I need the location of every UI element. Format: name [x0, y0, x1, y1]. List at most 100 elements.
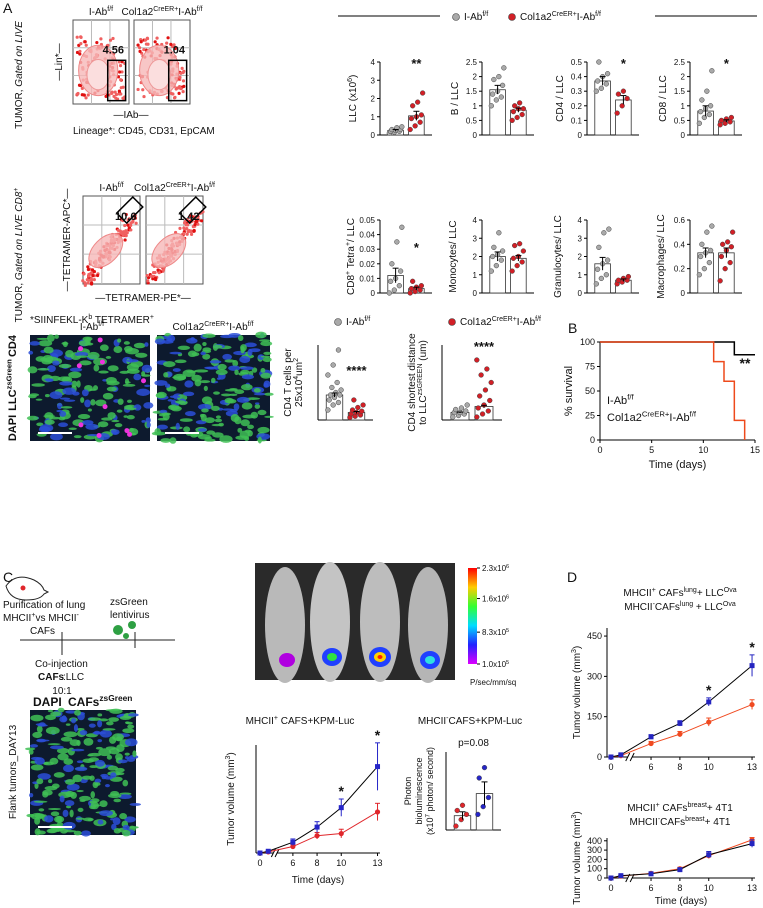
text-part: CreER+: [166, 182, 191, 189]
data-point: [484, 366, 490, 372]
micrograph-texture: [213, 391, 220, 395]
data-point: [355, 404, 361, 411]
micrograph-texture: [201, 408, 209, 413]
y-tick-label: 0.3: [571, 87, 583, 96]
text-part: +: [345, 242, 352, 246]
data-point: [399, 124, 405, 130]
text-part: MHCII: [246, 716, 274, 727]
text-part: f/f: [248, 321, 254, 328]
y-tick-label: 2: [473, 253, 478, 262]
text-part: ): [572, 646, 583, 649]
flow-event: [199, 219, 204, 223]
micrograph-texture: [61, 715, 67, 722]
micrograph-texture: [29, 341, 41, 346]
data-point: [701, 266, 708, 272]
micrograph-texture: [217, 363, 227, 371]
panel-label: B: [568, 320, 577, 336]
flow-event: [141, 88, 145, 92]
micrograph-texture: [106, 754, 113, 760]
micrograph-texture: [56, 747, 70, 754]
micrograph-texture: [257, 426, 270, 434]
data-point: [603, 272, 609, 278]
micrograph-texture: [24, 747, 36, 751]
micrograph-texture: [59, 397, 71, 400]
data-point: [417, 119, 423, 125]
micrograph-texture: [62, 809, 69, 818]
micrograph-texture: [247, 424, 254, 430]
data-point: [618, 873, 624, 879]
text-part: f/f: [197, 6, 203, 13]
x-tick-label: 0: [608, 883, 613, 893]
data-point: [387, 278, 394, 284]
text-part: 6: [347, 78, 354, 82]
micrograph-texture: [88, 723, 96, 728]
y-tick-label: 0.4: [674, 240, 686, 249]
text-part: LLC (x10: [348, 81, 359, 122]
series-line: [610, 665, 753, 758]
y-tick-label: 3: [578, 234, 583, 243]
colorbar-label: 1.0x105: [482, 660, 509, 669]
micrograph-texture: [264, 392, 274, 396]
legend-marker: [452, 13, 460, 21]
micrograph-texture: [59, 381, 73, 386]
significance: *: [375, 727, 381, 743]
micrograph-texture: [39, 357, 48, 362]
text-part: f/f: [209, 182, 215, 189]
data-point: [419, 90, 426, 96]
text-part: 8.3x10: [482, 628, 507, 637]
micrograph-texture: [80, 397, 85, 403]
y-tick-label: 0: [578, 131, 583, 140]
micrograph-texture: [78, 422, 84, 428]
text-part: -: [658, 816, 661, 823]
micrograph-texture: [69, 367, 83, 372]
y-tick-label: 1: [371, 113, 376, 122]
flow-event: [86, 281, 90, 285]
text-part: -: [446, 715, 449, 722]
micrograph-texture: [212, 432, 224, 438]
micrograph-texture: [68, 371, 82, 379]
y-tick-label: 0: [578, 289, 583, 298]
text-part: + 4T1: [705, 817, 731, 828]
legend-marker: [334, 318, 342, 326]
text-part: Ova: [724, 587, 737, 594]
micrograph-texture: [163, 372, 169, 378]
stain-label: CD4: [7, 334, 19, 357]
micrograph-texture: [214, 418, 223, 423]
flow-event: [153, 276, 158, 280]
micrograph-texture: [54, 334, 59, 339]
data-point: [351, 397, 357, 403]
flow-event: [126, 223, 130, 227]
micrograph-texture: [264, 415, 274, 418]
x-tick-label: 8: [677, 883, 682, 893]
data-point: [475, 811, 481, 818]
data-point: [386, 290, 393, 296]
flow-event: [121, 85, 125, 89]
micrograph-texture: [82, 758, 95, 763]
flow-event: [104, 94, 108, 98]
data-point: [493, 97, 500, 103]
micrograph-texture: [97, 819, 104, 825]
data-point: [706, 852, 712, 858]
micrograph-texture: [163, 361, 176, 368]
micrograph-texture: [200, 351, 206, 356]
x-tick-label: 0: [608, 762, 613, 772]
micrograph-texture: [98, 748, 112, 757]
text-part: -: [77, 612, 80, 619]
micrograph-texture: [113, 345, 123, 354]
y-tick-label: 2: [578, 253, 583, 262]
flow-event: [111, 36, 115, 41]
flow-event: [81, 279, 85, 283]
series-label: MHCII-CAFslung + LLCOva: [624, 601, 736, 613]
micrograph-texture: [51, 783, 60, 789]
data-point: [510, 108, 517, 115]
x-tick-label: 15: [750, 445, 760, 455]
flow-event: [79, 83, 83, 88]
text-part: + LLC: [697, 588, 724, 599]
data-point: [706, 259, 712, 266]
micrograph-texture: [167, 334, 176, 342]
text-part: ): [226, 752, 237, 755]
micrograph-texture: [117, 338, 122, 343]
micrograph-texture: [233, 403, 240, 411]
micrograph-texture: [184, 380, 194, 388]
micrograph-texture: [38, 426, 51, 433]
